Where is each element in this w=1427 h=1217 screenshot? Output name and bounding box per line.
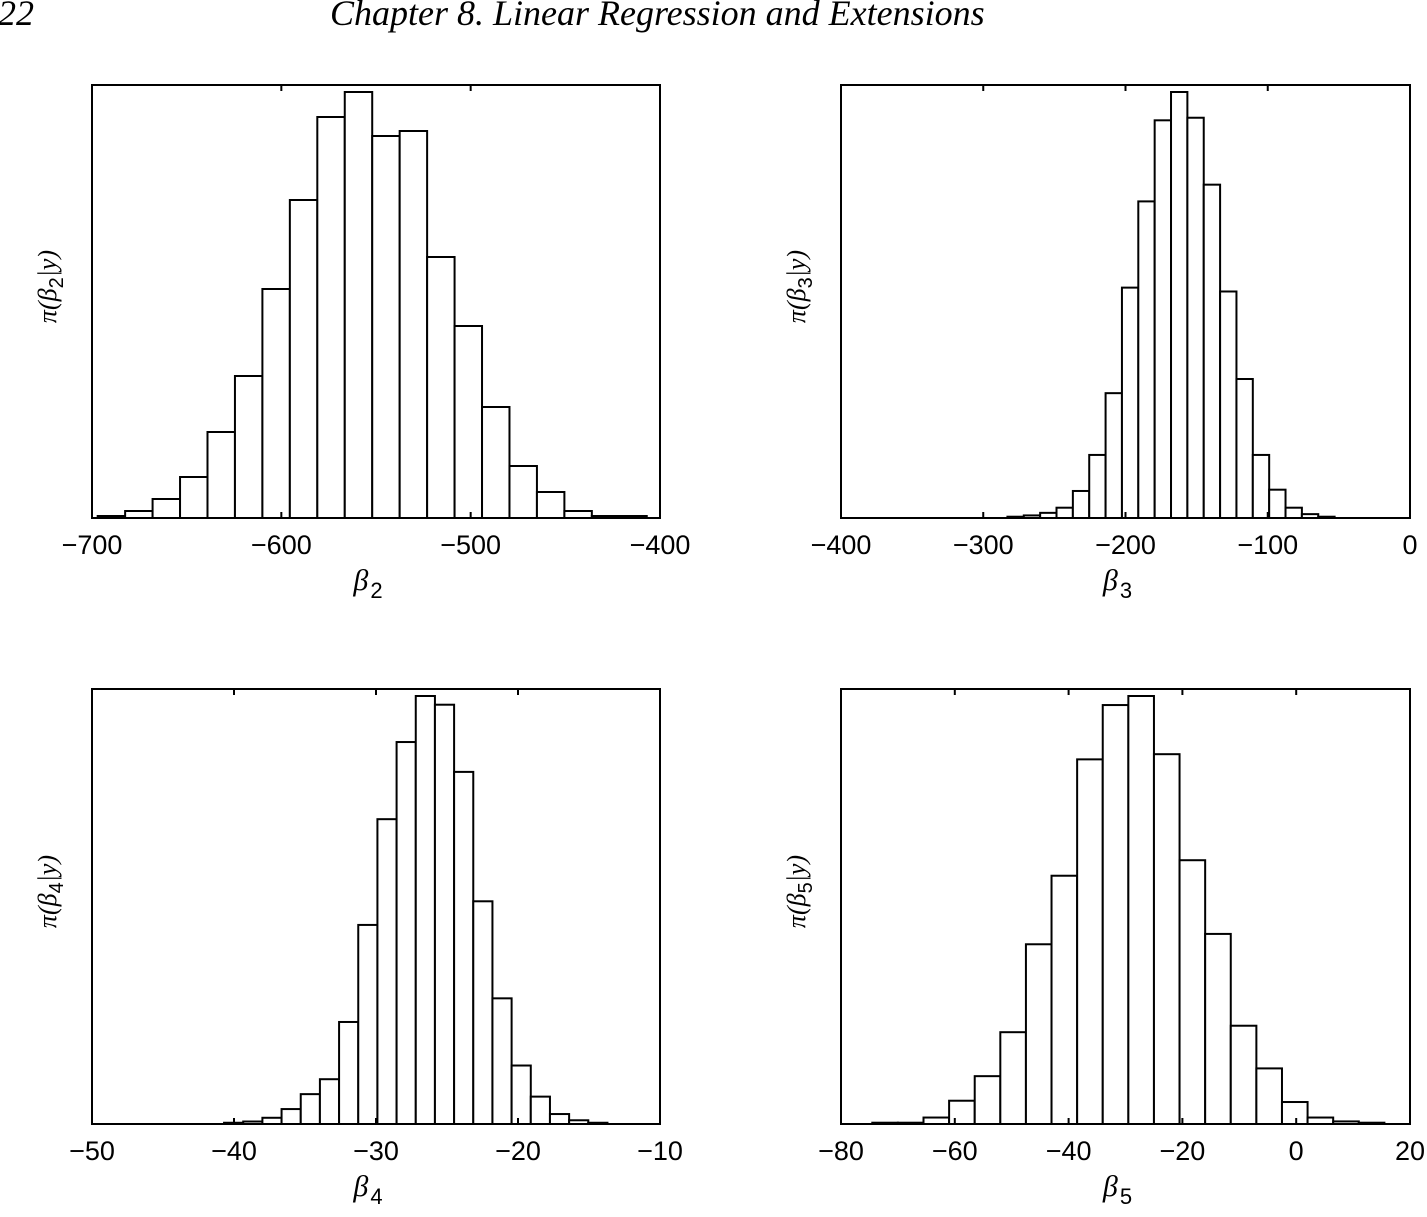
x-tick-label: −600	[251, 530, 312, 560]
histogram-bar	[973, 1075, 1002, 1126]
histogram-bar	[1255, 1067, 1283, 1126]
histogram-bar	[343, 91, 374, 519]
x-tick-label: 20	[1395, 1136, 1425, 1166]
histogram-bar	[948, 1099, 976, 1126]
x-axis-label: β4	[352, 1170, 382, 1209]
histogram-beta2: −700 −600 −500 −400 β2 π(β2|y)	[0, 0, 720, 620]
y-axis-label: π(β5|y)	[782, 855, 817, 928]
histogram-beta3: −400 −300 −200 −100 0 β3 π(β3|y)	[782, 84, 1418, 603]
x-axis-label: β5	[1102, 1170, 1132, 1209]
x-tick-label: −80	[818, 1136, 864, 1166]
x-tick-label: −10	[637, 1136, 683, 1166]
histogram-bar	[535, 491, 566, 519]
histogram-bar	[999, 1031, 1027, 1126]
histogram-bar	[1229, 1024, 1258, 1126]
histogram-bar	[1178, 859, 1207, 1125]
x-tick-label: −40	[211, 1136, 257, 1166]
histogram-bar	[1152, 753, 1181, 1125]
histogram-bar	[1204, 932, 1232, 1125]
page-number: 22	[0, 0, 34, 33]
running-title: Chapter 8. Linear Regression and Extensi…	[330, 0, 985, 33]
x-tick-label: −200	[1095, 530, 1156, 560]
bars	[96, 91, 648, 519]
bars	[871, 695, 1386, 1126]
x-tick-label: −500	[440, 530, 501, 560]
x-tick-label: −20	[495, 1136, 541, 1166]
x-tick-label: −400	[630, 530, 691, 560]
histogram-beta4: −50 −40 −30 −20 −10 β4 π(β4|y)	[33, 688, 683, 1209]
x-tick-label: −400	[811, 530, 872, 560]
bars	[223, 695, 609, 1126]
y-axis-label: π(β2|y)	[33, 250, 68, 323]
axes-frame	[91, 84, 661, 519]
x-tick-label: −100	[1237, 530, 1298, 560]
histogram-bar	[508, 465, 538, 519]
x-tick-label: −30	[353, 1136, 399, 1166]
histogram-bar	[1101, 704, 1130, 1125]
x-axis-label: β3	[1102, 564, 1132, 603]
x-tick-label: 0	[1402, 530, 1417, 560]
x-tick-label: −300	[953, 530, 1014, 560]
x-tick-label: −700	[62, 530, 123, 560]
y-axis-label: π(β4|y)	[33, 855, 68, 928]
x-tick-label: 0	[1289, 1136, 1304, 1166]
histogram-bar	[1127, 695, 1155, 1125]
histogram-bar	[1024, 943, 1053, 1126]
histogram-bar	[1076, 758, 1104, 1125]
x-tick-label: −60	[932, 1136, 978, 1166]
axes-frame	[840, 688, 1411, 1125]
x-axis-label: β2	[352, 564, 382, 603]
histogram-bar	[1280, 1101, 1309, 1125]
page-header: 22 Chapter 8. Linear Regression and Exte…	[0, 0, 1427, 42]
histogram-bar	[316, 116, 346, 519]
x-tick-label: −50	[69, 1136, 115, 1166]
histogram-bar	[288, 199, 319, 519]
x-tick-label: −20	[1159, 1136, 1205, 1166]
histogram-bar	[1050, 874, 1079, 1125]
x-tick-label: −40	[1046, 1136, 1092, 1166]
y-axis-label: π(β3|y)	[782, 250, 817, 323]
